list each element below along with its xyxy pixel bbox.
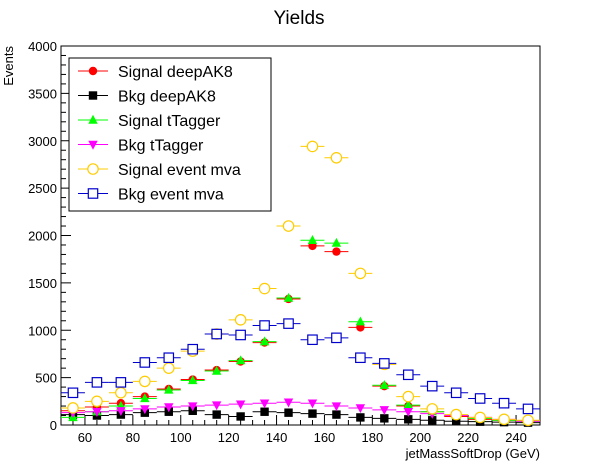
y-axis-title: Events bbox=[1, 46, 16, 86]
data-point bbox=[284, 319, 293, 328]
x-tick-label: 200 bbox=[409, 430, 431, 445]
data-point bbox=[68, 388, 77, 397]
y-tick-label: 1000 bbox=[28, 323, 57, 338]
y-tick-label: 1500 bbox=[28, 276, 57, 291]
legend-marker bbox=[88, 164, 98, 174]
x-tick-label: 140 bbox=[266, 430, 288, 445]
data-point bbox=[332, 333, 341, 342]
legend-label: Signal tTagger bbox=[118, 113, 221, 130]
data-point bbox=[236, 330, 245, 339]
y-tick-label: 3500 bbox=[28, 86, 57, 101]
legend-marker bbox=[88, 189, 97, 198]
data-point bbox=[260, 321, 269, 330]
legend-label: Bkg deepAK8 bbox=[118, 89, 216, 106]
legend-label: Bkg event mva bbox=[118, 187, 224, 204]
data-point bbox=[356, 353, 365, 362]
data-point bbox=[475, 412, 485, 422]
legend-marker bbox=[89, 67, 97, 75]
data-point bbox=[380, 359, 389, 368]
data-point bbox=[68, 403, 78, 413]
data-point bbox=[380, 414, 388, 422]
y-tick-label: 3000 bbox=[28, 134, 57, 149]
data-point bbox=[475, 394, 484, 403]
x-tick-label: 60 bbox=[78, 430, 92, 445]
data-point bbox=[523, 404, 532, 413]
y-tick-label: 2000 bbox=[28, 229, 57, 244]
data-point bbox=[212, 410, 220, 418]
data-point bbox=[284, 408, 292, 416]
legend-label: Bkg tTagger bbox=[118, 138, 204, 155]
data-point bbox=[332, 410, 340, 418]
x-tick-label: 240 bbox=[505, 430, 527, 445]
data-point bbox=[308, 335, 317, 344]
data-point bbox=[356, 413, 364, 421]
data-point bbox=[499, 399, 508, 408]
data-point bbox=[451, 409, 461, 419]
data-point bbox=[523, 415, 533, 425]
data-point bbox=[236, 412, 244, 420]
x-tick-label: 160 bbox=[314, 430, 336, 445]
data-point bbox=[451, 388, 460, 397]
data-point bbox=[140, 358, 149, 367]
data-point bbox=[428, 381, 437, 390]
data-point bbox=[404, 370, 413, 379]
data-point bbox=[307, 141, 317, 151]
x-tick-label: 180 bbox=[361, 430, 383, 445]
data-point bbox=[92, 396, 102, 406]
legend: Signal deepAK8 Bkg deepAK8 Signal tTagger B… bbox=[69, 58, 271, 211]
y-tick-label: 2500 bbox=[28, 181, 57, 196]
data-point bbox=[283, 221, 293, 231]
data-point bbox=[116, 388, 126, 398]
legend-label: Signal deepAK8 bbox=[118, 64, 233, 81]
data-point bbox=[212, 329, 221, 338]
data-point bbox=[259, 283, 269, 293]
data-point bbox=[92, 378, 101, 387]
data-point bbox=[308, 409, 316, 417]
legend-label: Signal event mva bbox=[118, 162, 241, 179]
legend-marker bbox=[89, 91, 97, 99]
data-point bbox=[331, 153, 341, 163]
data-point bbox=[116, 378, 125, 387]
data-point bbox=[164, 353, 173, 362]
data-point bbox=[355, 268, 365, 278]
data-point bbox=[332, 247, 340, 255]
data-point bbox=[140, 376, 150, 386]
x-tick-label: 80 bbox=[126, 430, 140, 445]
data-point bbox=[235, 315, 245, 325]
data-point bbox=[164, 363, 174, 373]
y-tick-label: 4000 bbox=[28, 39, 57, 54]
x-tick-label: 100 bbox=[170, 430, 192, 445]
x-tick-label: 120 bbox=[218, 430, 240, 445]
chart-title: Yields bbox=[273, 8, 324, 29]
y-tick-label: 0 bbox=[50, 418, 57, 433]
x-tick-label: 220 bbox=[457, 430, 479, 445]
data-point bbox=[260, 408, 268, 416]
data-point bbox=[427, 404, 437, 414]
y-tick-label: 500 bbox=[35, 371, 57, 386]
data-point bbox=[499, 414, 509, 424]
data-point bbox=[188, 345, 197, 354]
x-axis-title: jetMassSoftDrop (GeV) bbox=[405, 446, 540, 461]
data-point bbox=[403, 391, 413, 401]
